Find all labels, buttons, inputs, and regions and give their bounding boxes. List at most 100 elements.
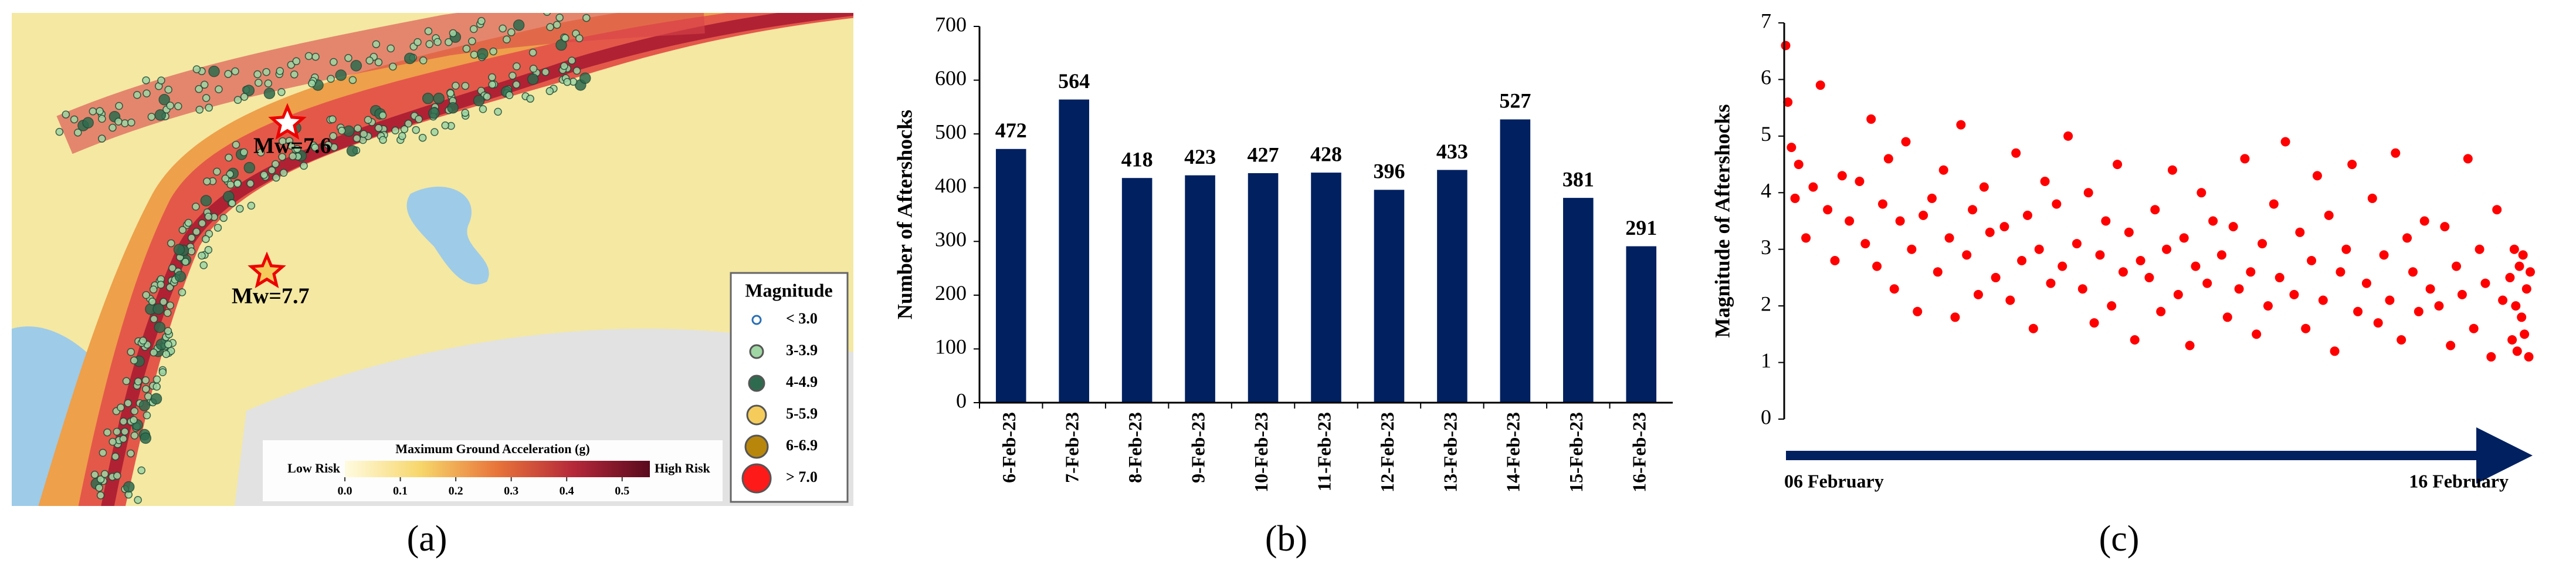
aftershock-dot xyxy=(62,110,70,119)
point xyxy=(2524,352,2534,362)
aftershock-dot xyxy=(142,291,150,299)
aftershock-dot xyxy=(352,134,361,143)
bar xyxy=(1121,178,1153,403)
aftershock-dot xyxy=(290,70,299,79)
aftershock-dot xyxy=(374,124,383,132)
aftershock-dot xyxy=(137,466,145,475)
aftershock-dot xyxy=(204,245,213,254)
aftershock-dot xyxy=(226,180,235,189)
aftershock-dot xyxy=(142,384,150,393)
aftershock-dot xyxy=(365,56,374,65)
point xyxy=(2512,346,2522,356)
point xyxy=(1794,160,1804,170)
point xyxy=(2505,272,2515,282)
aftershock-dot xyxy=(461,82,470,90)
value-label: 418 xyxy=(1121,147,1153,171)
aftershock-dot xyxy=(445,38,453,46)
aftershock-dot xyxy=(360,130,368,139)
point xyxy=(2507,335,2517,345)
y-axis-title: Number of Aftershocks xyxy=(893,110,916,319)
aftershock-dot xyxy=(152,375,161,384)
point xyxy=(2324,210,2334,220)
point xyxy=(1790,193,1800,203)
hazard-zone xyxy=(78,13,853,506)
aftershock-dot xyxy=(97,134,106,143)
colorbar xyxy=(345,461,650,477)
point xyxy=(2509,244,2519,254)
point xyxy=(2150,205,2160,215)
aftershock-dot xyxy=(199,261,208,269)
aftershock-dot xyxy=(184,218,193,227)
x-tick-label: 10-Feb-23 xyxy=(1250,412,1272,492)
aftershock-dot xyxy=(346,145,358,157)
aftershock-dot xyxy=(400,125,409,133)
aftershock-dot xyxy=(95,484,103,492)
aftershock-dot xyxy=(543,13,551,16)
aftershock-dot xyxy=(428,107,440,119)
aftershock-dot xyxy=(215,85,223,93)
aftershock-dot xyxy=(150,348,158,357)
aftershock-dot xyxy=(152,383,161,391)
aftershock-dot xyxy=(433,92,445,104)
legend-label: 6-6.9 xyxy=(786,437,818,454)
aftershock-dot xyxy=(300,161,308,170)
aftershock-dot xyxy=(489,47,497,56)
aftershock-dot xyxy=(555,14,564,22)
aftershock-dot xyxy=(208,65,220,77)
bar xyxy=(1311,173,1341,403)
point xyxy=(1919,210,1928,220)
aftershock-dot xyxy=(164,86,172,94)
aftershock-dot xyxy=(114,117,123,126)
aftershock-dot xyxy=(121,119,129,127)
legend-marker xyxy=(751,315,762,325)
aftershock-dot xyxy=(233,180,242,188)
point xyxy=(2179,233,2189,243)
aftershock-dot xyxy=(150,315,158,323)
y-tick-label: 200 xyxy=(935,281,967,305)
aftershock-dot xyxy=(413,38,422,46)
x-tick-label: 7-Feb-23 xyxy=(1062,412,1083,483)
point xyxy=(2028,323,2038,333)
aftershock-dot xyxy=(198,219,206,228)
aftershock-dot xyxy=(178,288,187,296)
aftershock-dot xyxy=(311,143,319,151)
point xyxy=(2408,267,2418,277)
point xyxy=(2208,216,2218,226)
aftershock-dot xyxy=(147,113,156,121)
aftershock-dot xyxy=(157,76,165,85)
aftershock-dot xyxy=(555,39,567,51)
y-tick-label: 400 xyxy=(935,174,967,197)
aftershock-dot xyxy=(447,102,459,114)
aftershock-dot xyxy=(424,27,433,35)
aftershock-dot xyxy=(260,171,268,179)
bar xyxy=(1626,246,1657,403)
aftershock-dot xyxy=(329,132,337,140)
legend-label: < 3.0 xyxy=(786,310,818,327)
aftershock-dot xyxy=(148,297,157,306)
x-tick-label: 9-Feb-23 xyxy=(1187,412,1208,483)
aftershock-dot xyxy=(473,95,485,107)
aftershock-dot xyxy=(389,62,397,71)
point xyxy=(2498,295,2508,305)
aftershock-dot xyxy=(327,75,335,83)
aftershock-dot xyxy=(477,17,486,25)
aftershock-dot xyxy=(526,95,534,103)
aftershock-dot xyxy=(379,136,387,144)
point xyxy=(2040,177,2050,186)
point xyxy=(2046,278,2056,288)
aftershock-dot xyxy=(113,471,121,480)
point xyxy=(2526,267,2535,277)
aftershock-dot xyxy=(174,271,187,282)
point xyxy=(1872,261,1882,271)
point xyxy=(1956,120,1966,130)
aftershock-dot xyxy=(512,80,521,89)
point xyxy=(2077,284,2087,294)
point xyxy=(1907,244,1917,254)
aftershock-dot xyxy=(348,76,357,85)
aftershock-dot xyxy=(277,88,286,96)
aftershock-dot xyxy=(404,119,413,128)
bar xyxy=(1437,170,1467,403)
aftershock-dot xyxy=(221,174,230,183)
point xyxy=(2185,340,2195,350)
colorbar-tick-label: 0.0 xyxy=(338,485,352,498)
